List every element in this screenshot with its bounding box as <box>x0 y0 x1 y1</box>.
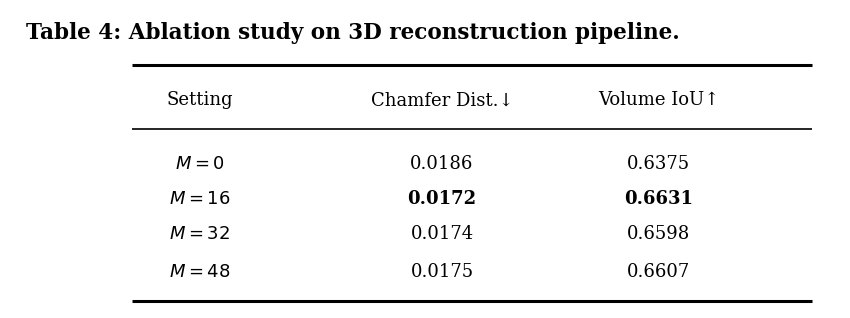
Text: 0.0172: 0.0172 <box>407 190 477 208</box>
Text: 0.6631: 0.6631 <box>624 190 694 208</box>
Text: $M = 16$: $M = 16$ <box>169 190 230 208</box>
Text: Table 4: Ablation study on 3D reconstruction pipeline.: Table 4: Ablation study on 3D reconstruc… <box>26 22 679 44</box>
Text: Setting: Setting <box>167 91 233 109</box>
Text: 0.0175: 0.0175 <box>411 263 473 281</box>
Text: $M = 32$: $M = 32$ <box>169 225 230 243</box>
Text: 0.0174: 0.0174 <box>411 225 473 243</box>
Text: $M = 0$: $M = 0$ <box>175 155 224 173</box>
Text: Chamfer Dist.↓: Chamfer Dist.↓ <box>371 91 513 109</box>
Text: Volume IoU↑: Volume IoU↑ <box>598 91 719 109</box>
Text: 0.6375: 0.6375 <box>627 155 690 173</box>
Text: 0.0186: 0.0186 <box>411 155 473 173</box>
Text: $M = 48$: $M = 48$ <box>169 263 230 281</box>
Text: 0.6607: 0.6607 <box>627 263 690 281</box>
Text: 0.6598: 0.6598 <box>627 225 690 243</box>
